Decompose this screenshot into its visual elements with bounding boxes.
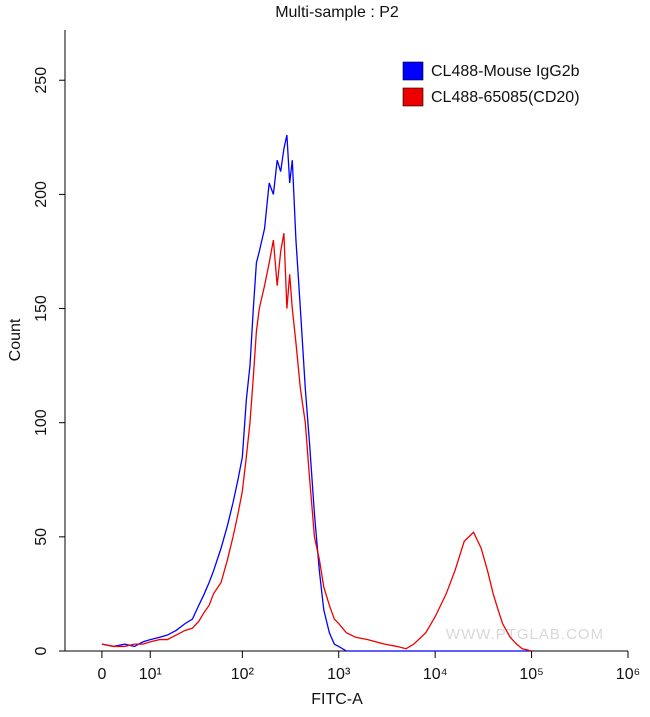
y-axis-label: Count <box>7 318 24 361</box>
y-tick-label: 0 <box>33 646 50 655</box>
x-tick-label: 10⁶ <box>616 666 640 683</box>
x-axis-label: FITC-A <box>311 691 363 708</box>
x-tick-label: 10⁴ <box>423 666 448 683</box>
x-tick-label: 10¹ <box>139 666 162 683</box>
x-tick-label: 10⁵ <box>519 666 543 683</box>
x-tick-label: 10² <box>231 666 255 683</box>
x-tick-label: 0 <box>97 666 106 683</box>
y-tick-label: 250 <box>33 67 50 94</box>
y-tick-label: 150 <box>33 295 50 322</box>
legend-label: CL488-65085(CD20) <box>431 89 580 106</box>
y-tick-label: 50 <box>33 528 50 546</box>
x-tick-label: 10³ <box>327 666 351 683</box>
legend-swatch <box>402 87 424 107</box>
legend-label: CL488-Mouse IgG2b <box>431 63 580 80</box>
series-line <box>101 134 532 652</box>
y-tick-label: 200 <box>33 181 50 208</box>
legend-swatch <box>402 61 424 81</box>
series-line <box>101 233 532 652</box>
chart-title: Multi-sample : P2 <box>275 4 399 21</box>
y-tick-label: 100 <box>33 409 50 436</box>
watermark: WWW.PTGLAB.COM <box>446 626 604 643</box>
